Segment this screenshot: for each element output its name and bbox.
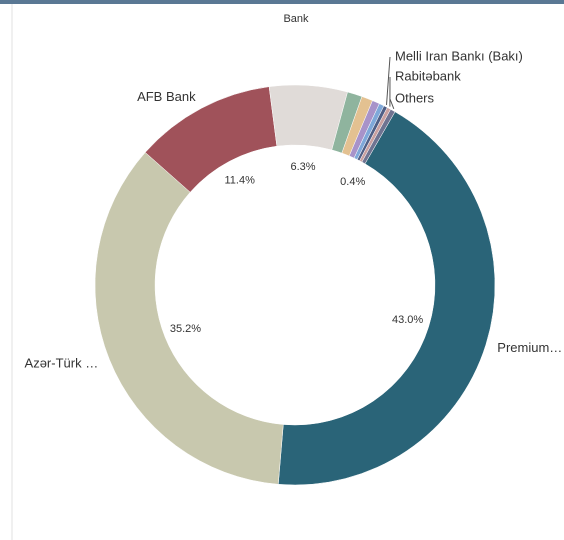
leader-line bbox=[386, 56, 391, 105]
value-label: 35.2% bbox=[170, 323, 201, 335]
category-label: Premium… bbox=[497, 340, 562, 355]
donut-slice bbox=[361, 108, 396, 165]
top-bar bbox=[0, 0, 564, 4]
category-label: Azər-Türk … bbox=[25, 355, 99, 370]
category-label: AFB Bank bbox=[137, 89, 196, 104]
donut-slice bbox=[94, 152, 284, 485]
value-label: 0.4% bbox=[340, 176, 365, 188]
category-label: Others bbox=[395, 90, 435, 105]
category-label: Rabitəbank bbox=[395, 68, 461, 83]
value-label: 11.4% bbox=[224, 175, 255, 187]
category-label: Melli Iran Bankı (Bakı) bbox=[395, 48, 523, 63]
leader-line bbox=[389, 98, 395, 109]
value-label: 43.0% bbox=[392, 314, 423, 326]
value-label: 6.3% bbox=[290, 161, 315, 173]
donut-slice bbox=[277, 111, 496, 486]
chart-title: Bank bbox=[283, 13, 309, 25]
